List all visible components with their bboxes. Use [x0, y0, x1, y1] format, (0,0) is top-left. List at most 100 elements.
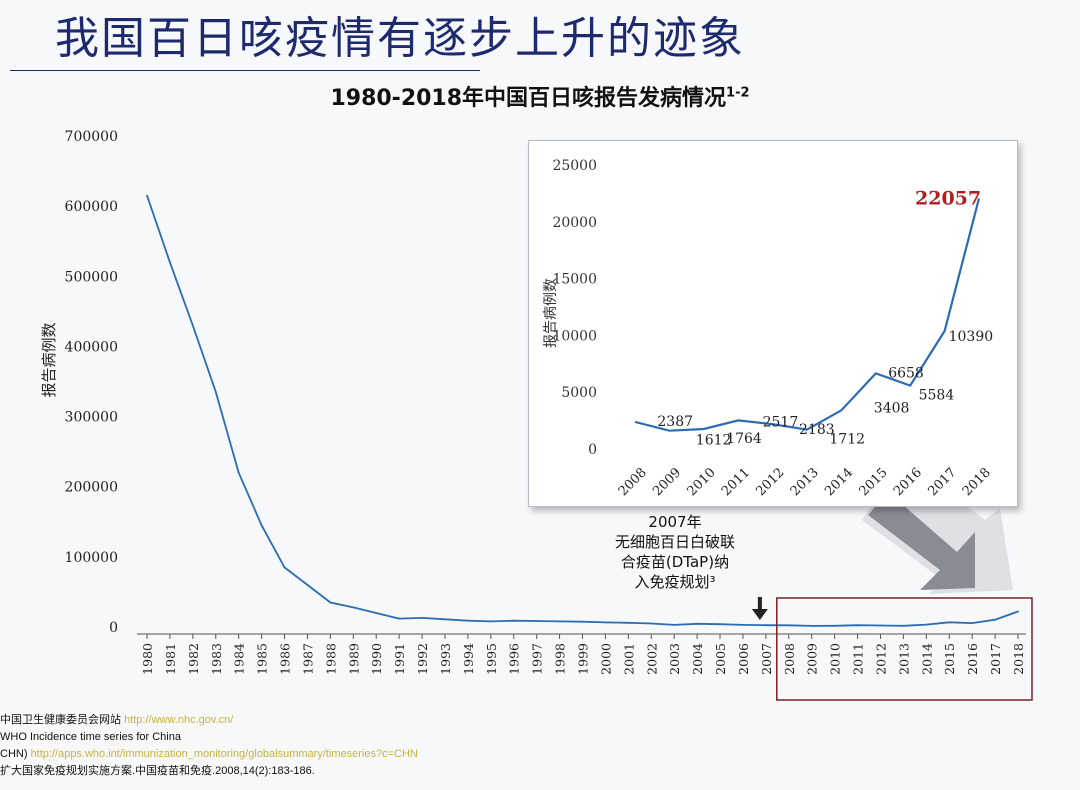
x-tick-label: 1984 — [232, 643, 247, 675]
x-tick-label: 2000 — [598, 643, 613, 675]
x-tick-label: 1986 — [278, 643, 293, 675]
x-tick-label: 2016 — [965, 643, 980, 675]
x-tick-label: 1995 — [484, 643, 499, 675]
annotation-line: 2007年 — [648, 513, 702, 531]
title-divider — [10, 70, 480, 71]
x-tick-label: 1992 — [415, 643, 430, 675]
data-point — [489, 620, 492, 623]
inset-data-label: 2387 — [657, 414, 693, 430]
highlight-box — [776, 597, 1033, 701]
zoom-arrow — [868, 492, 975, 590]
x-tick-label: 1988 — [323, 643, 338, 675]
data-point — [146, 194, 148, 197]
inset-x-tick-label: 2014 — [822, 465, 856, 499]
x-tick-label: 1983 — [209, 643, 224, 675]
arrow-head — [751, 609, 768, 620]
inset-data-label: 1712 — [829, 432, 865, 448]
x-tick-label: 2005 — [713, 643, 728, 675]
data-point — [191, 324, 194, 327]
x-tick-label: 2011 — [851, 643, 866, 675]
data-point — [466, 619, 469, 622]
inset-data-label: 2517 — [763, 414, 799, 430]
reference-text: 中国卫生健康委员会网站 — [0, 714, 121, 726]
x-tick-label: 1996 — [507, 643, 522, 675]
inset-data-label: 1764 — [726, 431, 762, 447]
inset-x-tick-label: 2017 — [925, 465, 959, 499]
inset-x-tick-label: 2009 — [650, 465, 684, 499]
inset-x-tick-label: 2016 — [891, 465, 925, 499]
data-point — [764, 624, 767, 627]
x-tick-label: 1994 — [461, 643, 476, 675]
x-tick-label: 2004 — [690, 643, 705, 675]
annotation-line: 无细胞百日白破联 — [614, 533, 735, 551]
x-tick-label: 1989 — [346, 643, 361, 675]
inset-highlight-label: 22057 — [915, 187, 981, 209]
data-point — [558, 620, 561, 623]
inset-y-tick-label: 20000 — [552, 215, 597, 231]
reference-text: 扩大国家免疫规划实施方案.中国疫苗和免疫.2008,14(2):183-186. — [0, 765, 315, 777]
data-point — [169, 261, 171, 264]
reference-item: 中国卫生健康委员会网站 http://www.nhc.gov.cn/ — [0, 712, 418, 729]
inset-data-label: 5584 — [919, 388, 955, 404]
data-point — [719, 623, 721, 626]
x-tick-label: 2017 — [988, 643, 1003, 675]
x-tick-label: 2018 — [1011, 643, 1026, 675]
annotation-line: 入免疫规划³ — [634, 573, 716, 591]
x-tick-label: 1981 — [163, 643, 178, 675]
y-tick-label: 600000 — [65, 199, 118, 215]
inset-y-axis-label: 报告病例数 — [543, 278, 559, 348]
inset-y-tick-label: 25000 — [552, 158, 597, 174]
reference-text: WHO Incidence time series for China — [0, 731, 181, 743]
arrow-shaft — [757, 597, 762, 609]
inset-data-label: 3408 — [874, 400, 910, 416]
reference-link[interactable]: http://apps.who.int/immunization_monitor… — [30, 748, 418, 760]
data-point — [260, 524, 263, 527]
data-point — [283, 566, 286, 569]
data-point — [535, 620, 538, 622]
y-tick-label: 300000 — [65, 410, 118, 426]
data-point — [444, 618, 446, 621]
y-tick-label: 500000 — [65, 269, 118, 285]
y-tick-label: 400000 — [65, 339, 118, 355]
data-point — [306, 584, 309, 586]
data-point — [627, 621, 630, 624]
x-tick-label: 2010 — [828, 643, 843, 675]
data-point — [971, 622, 974, 624]
reference-item: WHO Incidence time series for China — [0, 729, 418, 746]
data-point — [833, 624, 836, 627]
y-tick-label: 700000 — [65, 129, 118, 145]
chart-title-text: 1980-2018年中国百日咳报告发病情况 — [330, 86, 727, 111]
chart-title: 1980-2018年中国百日咳报告发病情况1-2 — [0, 80, 1080, 112]
x-tick-label: 1993 — [438, 643, 453, 675]
x-tick-label: 1991 — [392, 643, 407, 675]
reference-link[interactable]: http://www.nhc.gov.cn/ — [124, 714, 234, 726]
y-tick-label: 200000 — [65, 480, 118, 496]
inset-data-label: 1612 — [696, 433, 732, 449]
x-tick-label: 2003 — [667, 643, 682, 675]
data-point — [650, 622, 653, 625]
inset-data-label: 6658 — [888, 365, 924, 381]
inset-y-tick-label: 0 — [588, 442, 597, 458]
inset-x-tick-label: 2008 — [616, 465, 650, 499]
data-point — [673, 623, 676, 626]
x-tick-label: 1980 — [140, 643, 155, 675]
x-tick-label: 1987 — [300, 643, 315, 675]
data-point — [329, 601, 332, 604]
data-point — [879, 624, 882, 627]
data-point — [421, 616, 423, 619]
inset-x-tick-label: 2015 — [857, 465, 891, 499]
x-tick-label: 1998 — [553, 643, 568, 675]
inset-x-tick-label: 2010 — [685, 465, 719, 499]
x-tick-label: 2009 — [805, 643, 820, 675]
inset-data-label: 2183 — [799, 422, 835, 438]
annotation-line: 合疫苗(DTaP)纳 — [620, 553, 730, 571]
data-point — [810, 624, 813, 627]
x-tick-label: 2015 — [942, 643, 957, 675]
data-point — [742, 623, 744, 626]
x-tick-label: 1985 — [255, 643, 270, 675]
data-point — [581, 620, 584, 623]
y-tick-label: 0 — [109, 620, 118, 636]
x-tick-label: 2014 — [919, 643, 934, 675]
data-point — [237, 471, 240, 474]
